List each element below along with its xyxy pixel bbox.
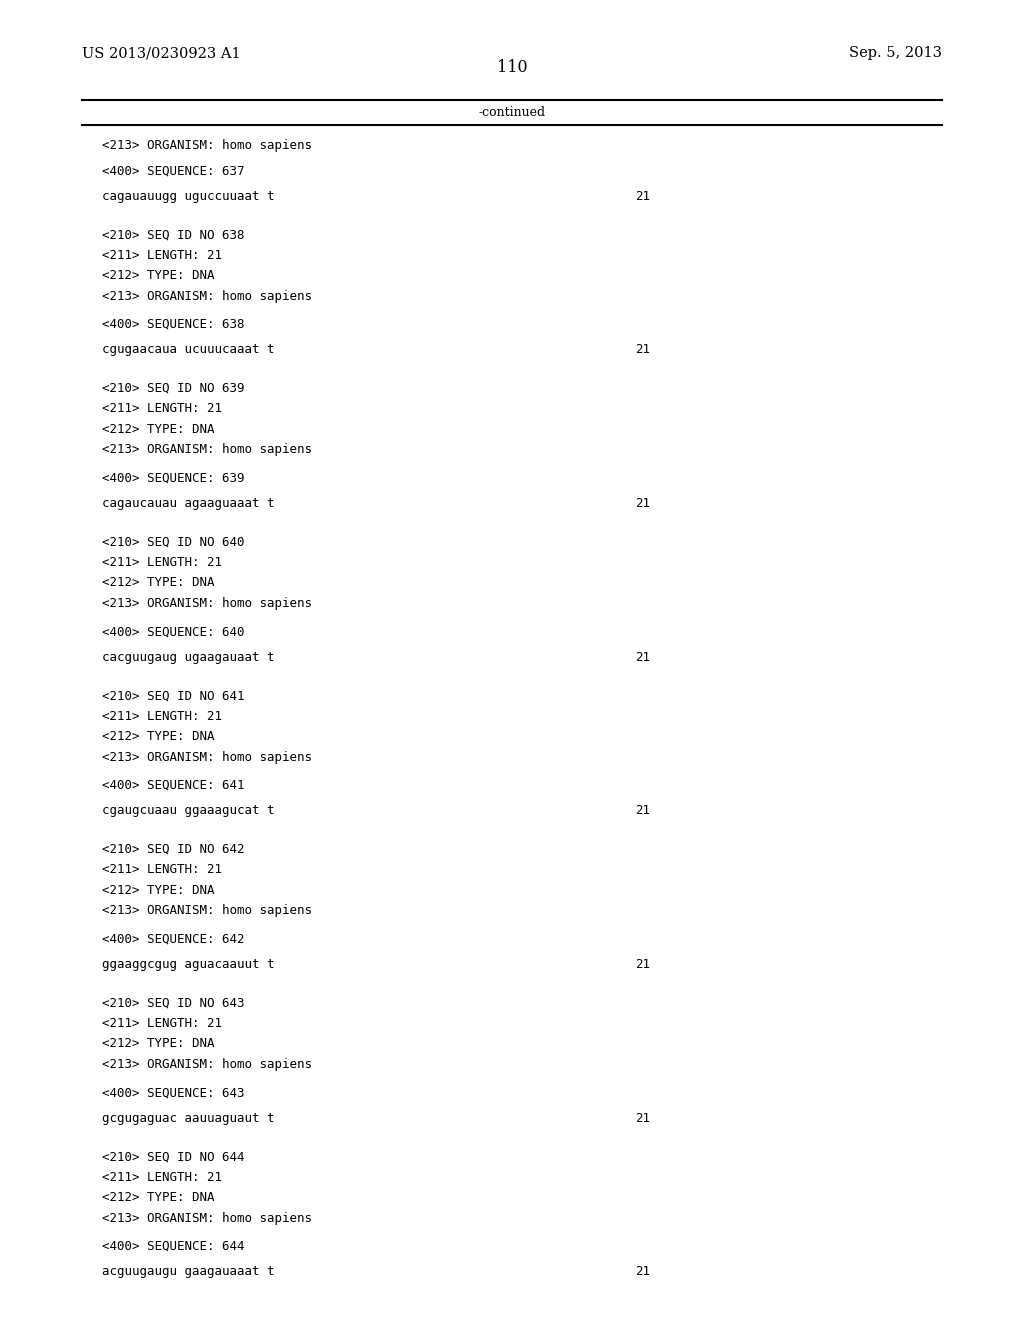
Text: <213> ORGANISM: homo sapiens: <213> ORGANISM: homo sapiens: [102, 444, 312, 457]
Text: 21: 21: [635, 1266, 650, 1278]
Text: US 2013/0230923 A1: US 2013/0230923 A1: [82, 46, 241, 61]
Text: <400> SEQUENCE: 640: <400> SEQUENCE: 640: [102, 626, 245, 638]
Text: <211> LENGTH: 21: <211> LENGTH: 21: [102, 556, 222, 569]
Text: <213> ORGANISM: homo sapiens: <213> ORGANISM: homo sapiens: [102, 1212, 312, 1225]
Text: <210> SEQ ID NO 638: <210> SEQ ID NO 638: [102, 228, 245, 242]
Text: <212> TYPE: DNA: <212> TYPE: DNA: [102, 577, 215, 590]
Text: ggaaggcgug aguacaauut t: ggaaggcgug aguacaauut t: [102, 958, 274, 972]
Text: cagauauugg uguccuuaat t: cagauauugg uguccuuaat t: [102, 190, 274, 203]
Text: <211> LENGTH: 21: <211> LENGTH: 21: [102, 863, 222, 876]
Text: 110: 110: [497, 59, 527, 77]
Text: <210> SEQ ID NO 641: <210> SEQ ID NO 641: [102, 689, 245, 702]
Text: <400> SEQUENCE: 638: <400> SEQUENCE: 638: [102, 318, 245, 331]
Text: 21: 21: [635, 1111, 650, 1125]
Text: <213> ORGANISM: homo sapiens: <213> ORGANISM: homo sapiens: [102, 1057, 312, 1071]
Text: <213> ORGANISM: homo sapiens: <213> ORGANISM: homo sapiens: [102, 751, 312, 764]
Text: <212> TYPE: DNA: <212> TYPE: DNA: [102, 730, 215, 743]
Text: <210> SEQ ID NO 640: <210> SEQ ID NO 640: [102, 536, 245, 549]
Text: gcgugaguac aauuaguaut t: gcgugaguac aauuaguaut t: [102, 1111, 274, 1125]
Text: cagaucauau agaaguaaat t: cagaucauau agaaguaaat t: [102, 498, 274, 510]
Text: <212> TYPE: DNA: <212> TYPE: DNA: [102, 1038, 215, 1051]
Text: cgaugcuaau ggaaagucat t: cgaugcuaau ggaaagucat t: [102, 804, 274, 817]
Text: <213> ORGANISM: homo sapiens: <213> ORGANISM: homo sapiens: [102, 289, 312, 302]
Text: <212> TYPE: DNA: <212> TYPE: DNA: [102, 884, 215, 896]
Text: <213> ORGANISM: homo sapiens: <213> ORGANISM: homo sapiens: [102, 597, 312, 610]
Text: -continued: -continued: [478, 106, 546, 119]
Text: <211> LENGTH: 21: <211> LENGTH: 21: [102, 403, 222, 416]
Text: <210> SEQ ID NO 639: <210> SEQ ID NO 639: [102, 381, 245, 395]
Text: <211> LENGTH: 21: <211> LENGTH: 21: [102, 1016, 222, 1030]
Text: cgugaacaua ucuuucaaat t: cgugaacaua ucuuucaaat t: [102, 343, 274, 356]
Text: <210> SEQ ID NO 644: <210> SEQ ID NO 644: [102, 1150, 245, 1163]
Text: <210> SEQ ID NO 642: <210> SEQ ID NO 642: [102, 842, 245, 855]
Text: 21: 21: [635, 343, 650, 356]
Text: cacguugaug ugaagauaat t: cacguugaug ugaagauaat t: [102, 651, 274, 664]
Text: <210> SEQ ID NO 643: <210> SEQ ID NO 643: [102, 997, 245, 1010]
Text: Sep. 5, 2013: Sep. 5, 2013: [849, 46, 942, 61]
Text: 21: 21: [635, 958, 650, 972]
Text: <400> SEQUENCE: 637: <400> SEQUENCE: 637: [102, 164, 245, 177]
Text: <212> TYPE: DNA: <212> TYPE: DNA: [102, 422, 215, 436]
Text: <400> SEQUENCE: 644: <400> SEQUENCE: 644: [102, 1239, 245, 1253]
Text: acguugaugu gaagauaaat t: acguugaugu gaagauaaat t: [102, 1266, 274, 1278]
Text: 21: 21: [635, 804, 650, 817]
Text: 21: 21: [635, 498, 650, 510]
Text: <212> TYPE: DNA: <212> TYPE: DNA: [102, 1191, 215, 1204]
Text: <212> TYPE: DNA: <212> TYPE: DNA: [102, 269, 215, 282]
Text: <213> ORGANISM: homo sapiens: <213> ORGANISM: homo sapiens: [102, 139, 312, 152]
Text: <213> ORGANISM: homo sapiens: <213> ORGANISM: homo sapiens: [102, 904, 312, 917]
Text: <400> SEQUENCE: 643: <400> SEQUENCE: 643: [102, 1086, 245, 1100]
Text: 21: 21: [635, 651, 650, 664]
Text: <400> SEQUENCE: 639: <400> SEQUENCE: 639: [102, 471, 245, 484]
Text: 21: 21: [635, 190, 650, 203]
Text: <400> SEQUENCE: 641: <400> SEQUENCE: 641: [102, 779, 245, 792]
Text: <211> LENGTH: 21: <211> LENGTH: 21: [102, 1171, 222, 1184]
Text: <400> SEQUENCE: 642: <400> SEQUENCE: 642: [102, 932, 245, 945]
Text: <211> LENGTH: 21: <211> LENGTH: 21: [102, 710, 222, 722]
Text: <211> LENGTH: 21: <211> LENGTH: 21: [102, 248, 222, 261]
